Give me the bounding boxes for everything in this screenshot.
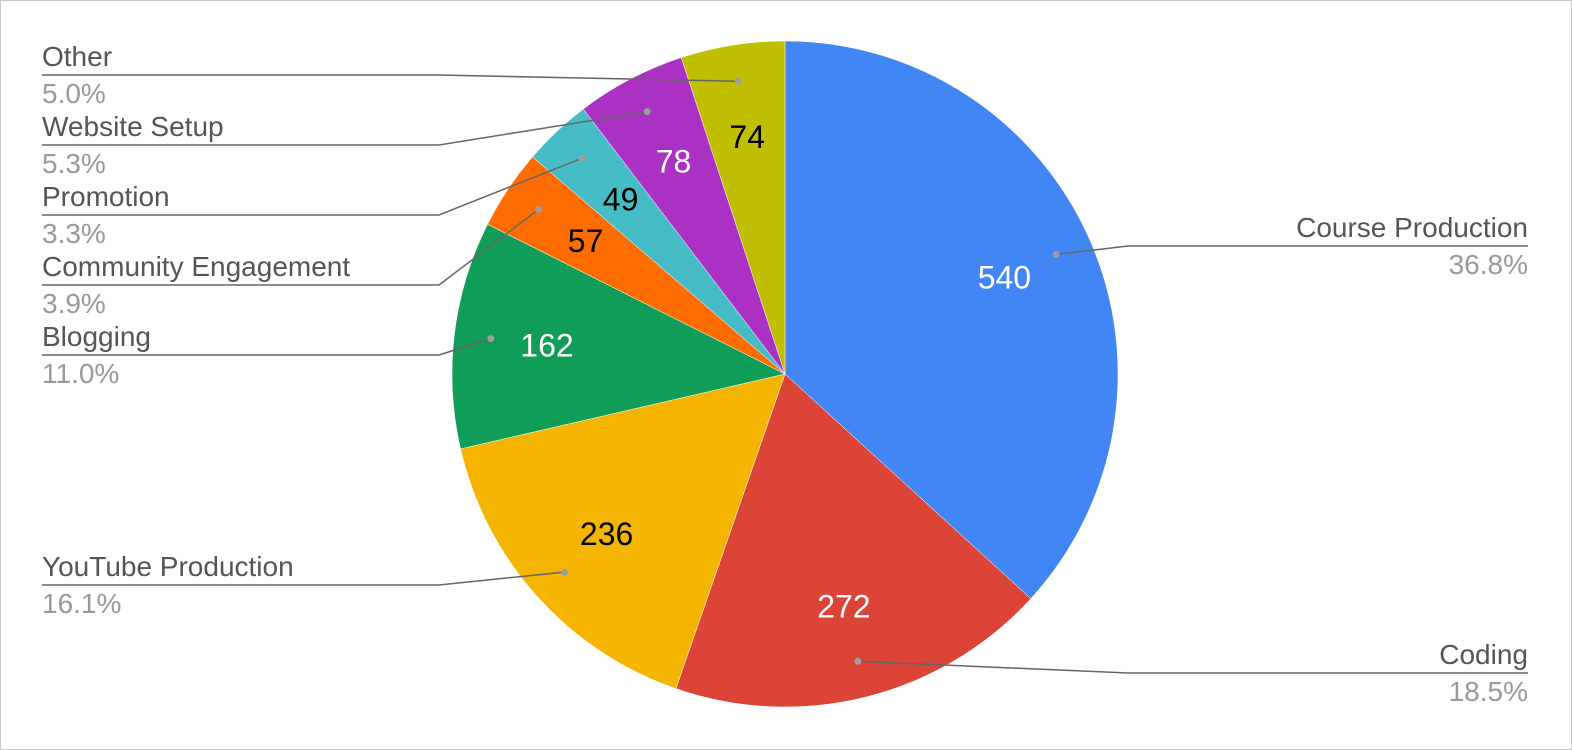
category-label-blogging: Blogging (42, 321, 151, 352)
category-label-promotion: Promotion (42, 181, 170, 212)
category-label-course-production: Course Production (1296, 212, 1528, 243)
percent-label-youtube-production: 16.1% (42, 588, 121, 619)
value-label-youtube-production: 236 (580, 516, 633, 552)
percent-label-course-production: 36.8% (1449, 249, 1528, 280)
category-label-community-engagement: Community Engagement (42, 251, 350, 282)
leader-line-community-engagement (42, 208, 539, 286)
leader-dot-blogging (487, 335, 495, 343)
value-label-website-setup: 78 (656, 144, 692, 180)
category-label-other: Other (42, 41, 112, 72)
leader-dot-course-production (1052, 251, 1060, 258)
category-labels: Course Production 36.8% Coding 18.5% YouTube… (42, 41, 1528, 707)
pie-slices (451, 40, 1119, 708)
leader-dot-other (734, 77, 742, 85)
percent-label-promotion: 3.3% (42, 218, 106, 249)
pie-slice-course-production[interactable] (784, 40, 1119, 600)
percent-label-community-engagement: 3.9% (42, 288, 106, 319)
pie-slice-youtube-production[interactable] (460, 373, 786, 689)
leader-line-coding (857, 660, 1528, 674)
value-label-promotion: 49 (603, 182, 639, 218)
leader-lines (42, 74, 1528, 674)
leader-dot-website-setup (643, 108, 651, 116)
leader-dot-coding (854, 657, 862, 665)
leader-line-promotion (42, 157, 583, 216)
leader-line-course-production (1056, 245, 1528, 256)
leader-line-other (42, 74, 739, 83)
value-label-course-production: 540 (978, 259, 1031, 295)
leader-dot-community-engagement (535, 206, 542, 213)
category-label-coding: Coding (1439, 639, 1528, 670)
slice-value-labels: 540 272 236 162 57 49 78 74 (520, 119, 1031, 624)
leader-dot-promotion (578, 154, 586, 162)
pie-slice-coding[interactable] (675, 373, 1032, 708)
percent-label-blogging: 11.0% (42, 358, 119, 389)
value-label-other: 74 (729, 119, 765, 155)
leader-line-website-setup (42, 110, 648, 146)
category-label-youtube-production: YouTube Production (42, 551, 294, 582)
value-label-blogging: 162 (520, 327, 573, 363)
value-label-coding: 272 (817, 588, 870, 624)
pie-slice-blogging[interactable] (451, 223, 786, 450)
leader-line-blogging (42, 337, 492, 356)
pie-slice-other[interactable] (680, 40, 786, 375)
value-label-community-engagement: 57 (568, 223, 604, 259)
percent-label-coding: 18.5% (1449, 676, 1528, 707)
leader-line-youtube-production (42, 571, 565, 586)
leader-dot-youtube-production (561, 568, 568, 576)
percent-label-other: 5.0% (42, 78, 106, 109)
percent-label-website-setup: 5.3% (42, 148, 106, 179)
category-label-website-setup: Website Setup (42, 111, 224, 142)
